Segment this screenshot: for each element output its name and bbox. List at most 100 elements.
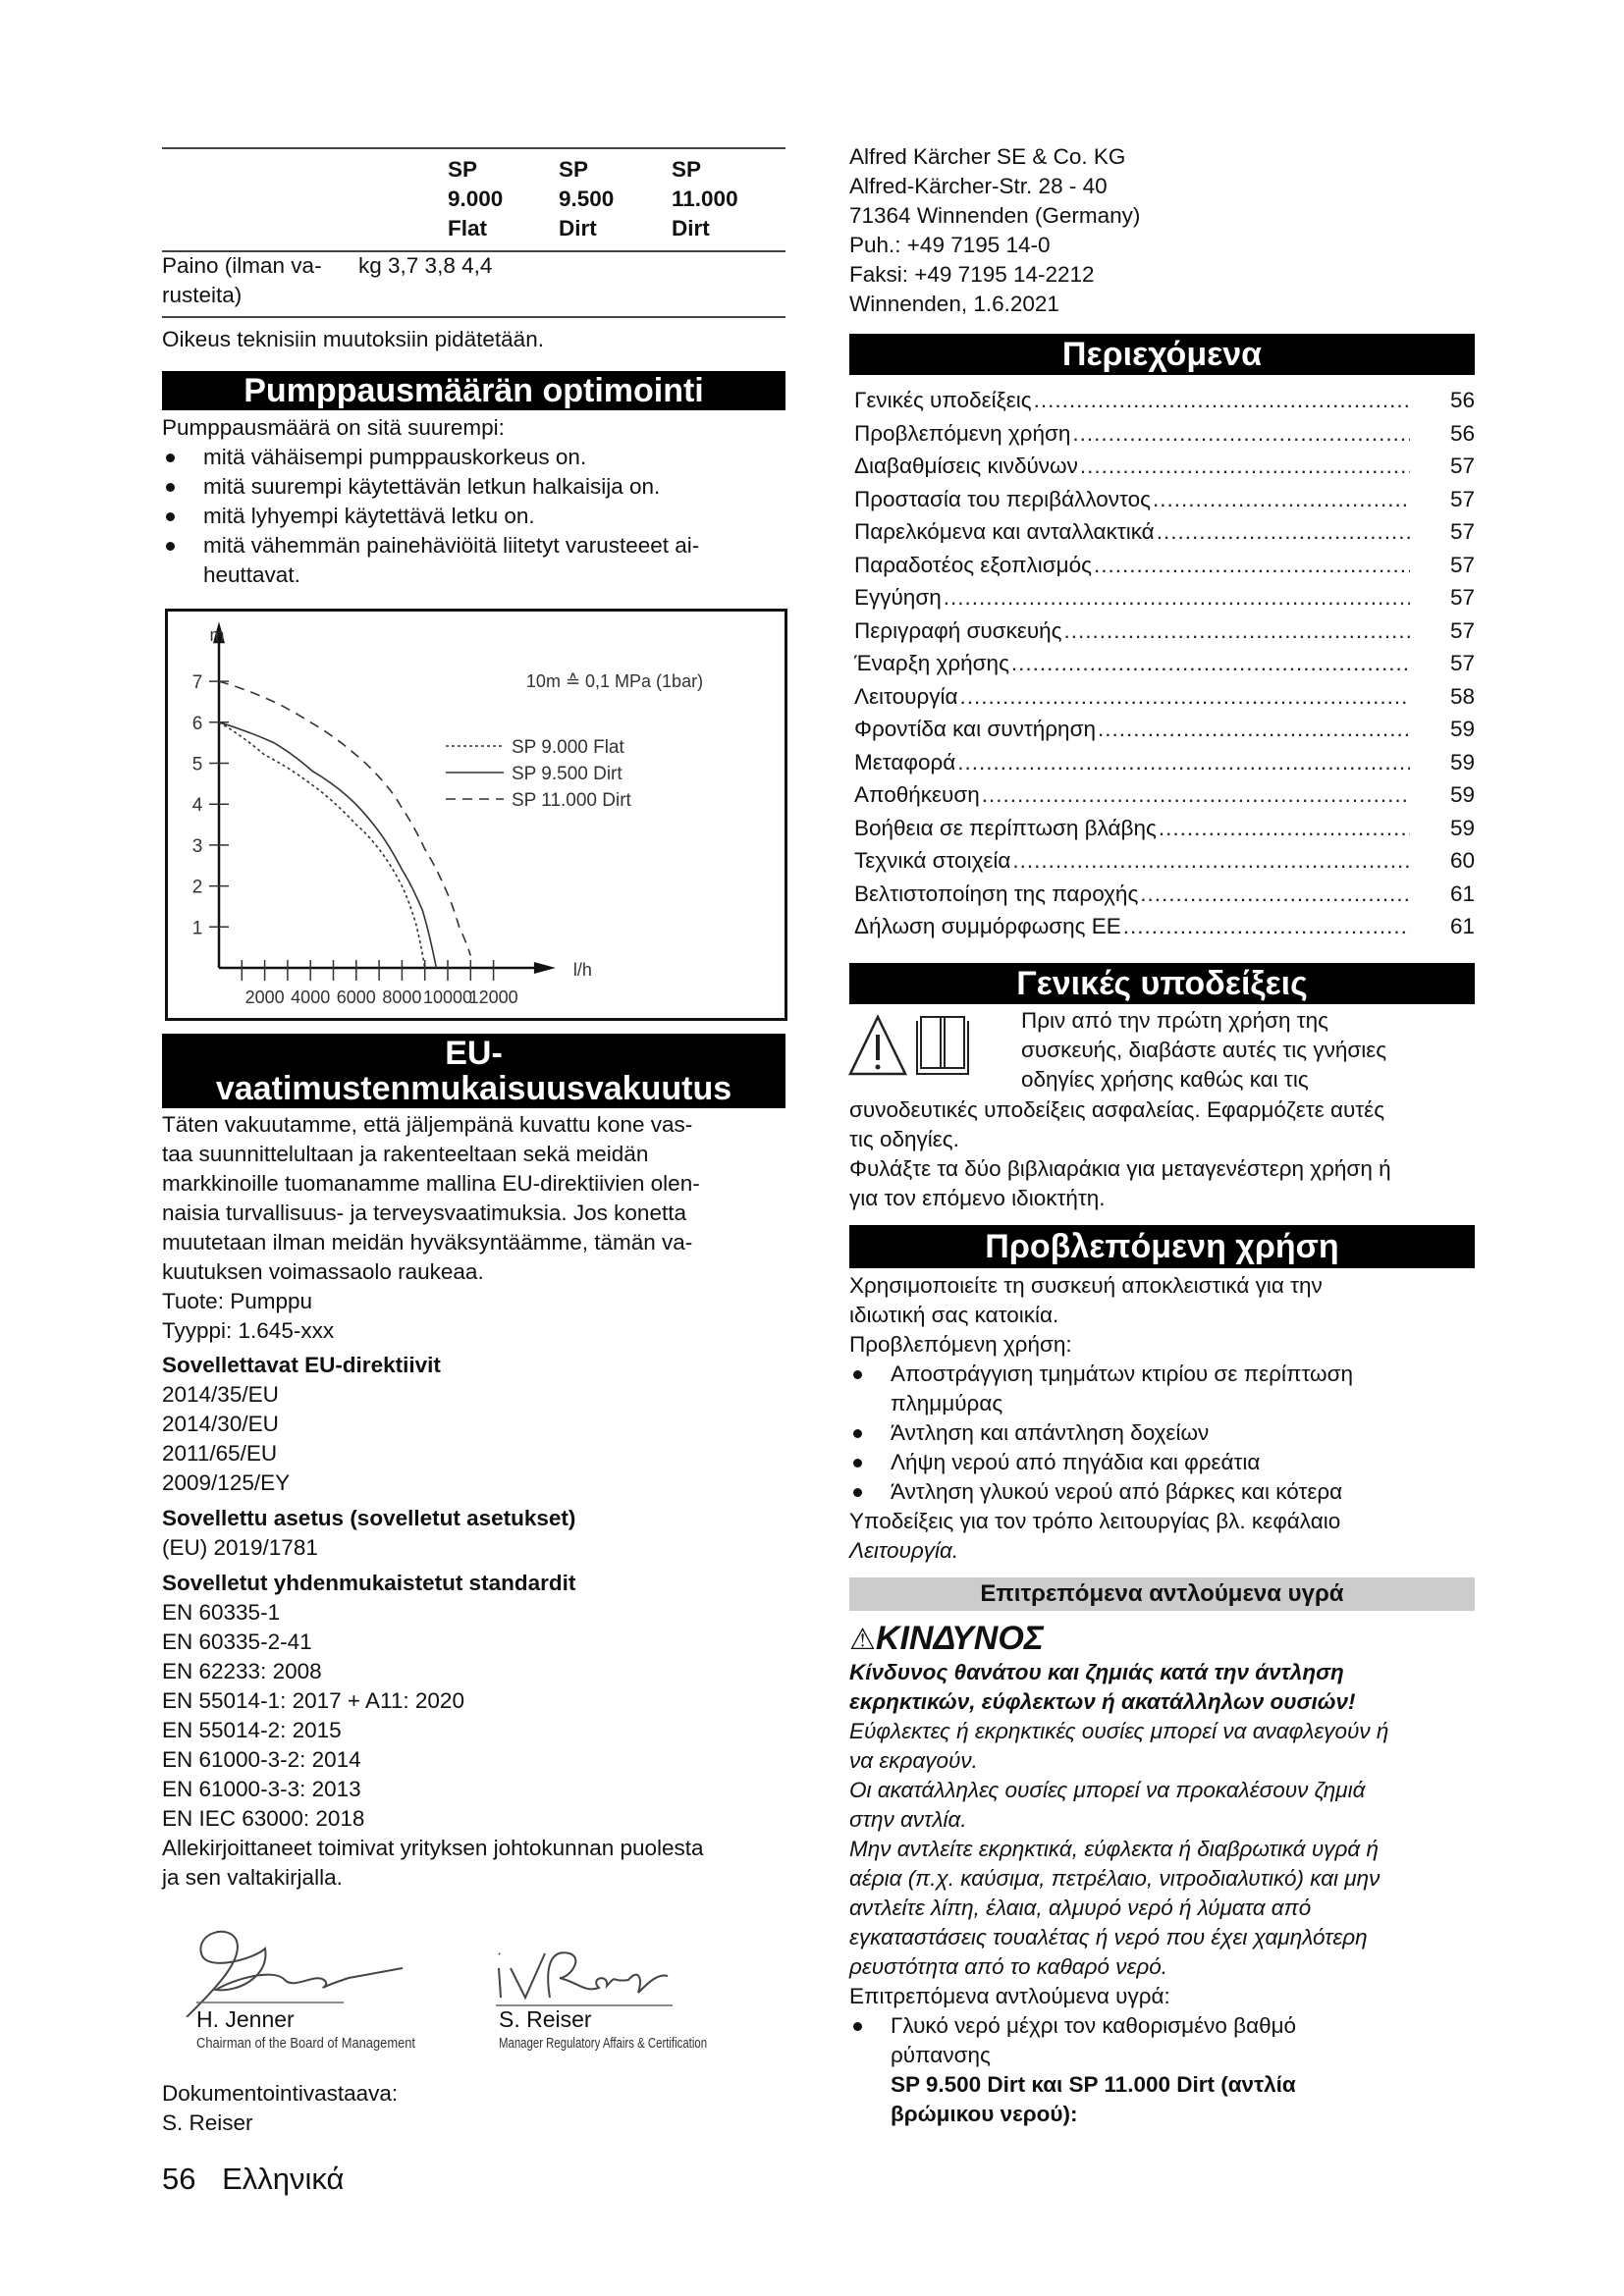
toc-entry-page: 57 [1449, 552, 1475, 577]
toc-entry-label: Προβλεπόμενη χρήση [854, 420, 1071, 446]
toc-entry[interactable]: Λειτουργία..............................… [854, 680, 1475, 714]
body-lines: Täten vakuutamme, että jäljempänä kuvatt… [162, 1110, 790, 1346]
toc-entry[interactable]: Προστασία του περιβάλλοντος.............… [854, 483, 1475, 516]
toc-entry-label: Μεταφορά [854, 749, 956, 774]
table-header-col-3: SP 11.000 Dirt [672, 155, 738, 243]
danger-heading-line: εκρηκτικών, εύφλεκτων ή ακατάλληλων ουσι… [849, 1689, 1356, 1714]
toc-entry[interactable]: Παρελκόμενα και ανταλλακτικά............… [854, 515, 1475, 549]
body-line: Χρησιμοποιείτε τη συσκευή αποκλειστικά γ… [849, 1273, 1323, 1298]
signing-note-line: Allekirjoittaneet toimivat yrityksen joh… [162, 1836, 704, 1860]
y-tick-label: 5 [192, 755, 203, 775]
danger-text-lines: Εύφλεκτες ή εκρηκτικές ουσίες μπορεί να … [849, 1717, 1478, 1982]
directives-heading: Sovellettavat EU-direktiivit [162, 1353, 441, 1377]
list-item: Λήψη νερού από πηγάδια και φρεάτια [849, 1448, 1475, 1477]
signatory-role: Manager Regulatory Affairs & Certificati… [499, 2035, 708, 2052]
signature-reiser [496, 1951, 673, 2006]
body-line: Täten vakuutamme, että jäljempänä kuvatt… [162, 1112, 693, 1137]
signatory-jenner: H. Jenner Chairman of the Board of Manag… [196, 2004, 451, 2054]
x-axis-arrow-icon [533, 962, 556, 974]
toc-entry-page: 57 [1449, 486, 1475, 511]
y-tick-label: 1 [192, 918, 203, 938]
heading-line: EU- [445, 1035, 503, 1072]
toc-dot-leader: ........................................… [1072, 420, 1410, 446]
toc-dot-leader: ........................................… [1156, 519, 1410, 544]
toc-entry[interactable]: Βοήθεια σε περίπτωση βλάβης.............… [854, 812, 1475, 845]
directive: 2009/125/EY [162, 1470, 291, 1495]
table-header-col-2: SP 9.500 Dirt [559, 155, 614, 243]
directive: 2014/35/EU [162, 1382, 279, 1407]
list-item: Άντληση και απάντληση δοχείων [849, 1418, 1475, 1448]
toc-entry[interactable]: Βελτιστοποίηση της παροχής..............… [854, 878, 1475, 911]
doc-responsible-line: Dokumentointivastaava: [162, 2081, 399, 2106]
series-line-3 [218, 680, 472, 956]
toc-entry[interactable]: Διαβαθμίσεις κινδύνων...................… [854, 450, 1475, 483]
section-heading-eu-declaration: EU- vaatimustenmukaisuusvakuutus [162, 1034, 785, 1108]
toc-entry[interactable]: Φροντίδα και συντήρηση..................… [854, 713, 1475, 746]
toc-dot-leader: ........................................… [1094, 552, 1410, 577]
toc-entry[interactable]: Παραδοτέος εξοπλισμός...................… [854, 549, 1475, 582]
intro-line: οδηγίες χρήσης καθώς και τις [1021, 1067, 1309, 1092]
toc-entry[interactable]: Μεταφορά................................… [854, 746, 1475, 779]
toc-entry-label: Γενικές υποδείξεις [854, 388, 1032, 412]
documentation-responsible: Dokumentointivastaava: S. Reiser [162, 2079, 398, 2138]
table-header-rule [162, 250, 785, 252]
danger-text-line: Μην αντλείτε εκρηκτικά, εύφλεκτα ή διαβρ… [849, 1837, 1379, 1861]
x-axis-label: l/h [573, 960, 592, 980]
body-line: ιδιωτική σας κατοικία. [849, 1303, 1059, 1327]
chart-annotation: 10m ≙ 0,1 MPa (1bar) [526, 671, 703, 691]
table-top-rule [162, 147, 785, 149]
toc-entry[interactable]: Γενικές υποδείξεις......................… [854, 384, 1475, 417]
list-item-continuation: ρύπανσης [891, 2043, 991, 2067]
signing-note-lines: Allekirjoittaneet toimivat yrityksen joh… [162, 1834, 790, 1893]
y-tick-label: 7 [192, 672, 203, 693]
doc-responsible-line: S. Reiser [162, 2110, 253, 2135]
toc-entry[interactable]: Έναρξη χρήσης...........................… [854, 647, 1475, 680]
toc-dot-leader: ........................................… [959, 683, 1410, 709]
body-line: συνοδευτικές υποδείξεις ασφαλείας. Εφαρμ… [849, 1097, 1385, 1122]
danger-text-line: εγκαταστάσεις τουαλέτας ή νερό που έχει … [849, 1925, 1368, 1949]
toc-entry-page: 60 [1449, 848, 1475, 873]
body-line: kuutuksen voimassaolo raukeaa. [162, 1259, 484, 1284]
toc-entry[interactable]: Προβλεπόμενη χρήση......................… [854, 417, 1475, 451]
list-item: mitä suurempi käytettävän letkun halkais… [162, 472, 785, 502]
toc-entry-label: Προστασία του περιβάλλοντος [854, 486, 1151, 511]
danger-text-line: ρευστότητα από το καθαρό νερό. [849, 1954, 1168, 1979]
standards-heading: Sovelletut yhdenmukaistetut standardit [162, 1571, 576, 1595]
toc-dot-leader: ........................................… [1158, 815, 1410, 840]
toc-entry[interactable]: Περιγραφή συσκευής......................… [854, 614, 1475, 648]
toc-entry[interactable]: Εγγύηση.................................… [854, 581, 1475, 614]
list-item: mitä lyhyempi käytettävä letku on. [162, 502, 785, 531]
signature-jenner [186, 1930, 404, 2017]
standard: EN 62233: 2008 [162, 1659, 322, 1683]
weight-unit: kg [358, 253, 382, 278]
operation-chapter-link[interactable]: Λειτουργία. [849, 1538, 959, 1563]
manufacturer-address: Alfred Kärcher SE & Co. KG Alfred-Kärcher… [849, 142, 1140, 319]
toc-entry[interactable]: Αποθήκευση..............................… [854, 778, 1475, 812]
danger-text-line: Εύφλεκτες ή εκρηκτικές ουσίες μπορεί να … [849, 1719, 1389, 1743]
table-header-col-1: SP 9.000 Flat [448, 155, 503, 243]
section-heading-general-notes: Γενικές υποδείξεις [849, 963, 1475, 1004]
address-line: Alfred Kärcher SE & Co. KG [849, 144, 1126, 169]
toc-entry-label: Τεχνικά στοιχεία [854, 848, 1011, 873]
address-line: Puh.: +49 7195 14-0 [849, 233, 1051, 257]
toc-dot-leader: ........................................… [1097, 717, 1410, 741]
toc-entry[interactable]: Τεχνικά στοιχεία........................… [854, 844, 1475, 878]
address-line: Alfred-Kärcher-Str. 28 - 40 [849, 174, 1108, 198]
y-tick-label: 2 [192, 878, 203, 898]
body-line: Tyyppi: 1.645-xxx [162, 1318, 335, 1343]
y-axis-arrow-icon [213, 621, 225, 644]
general-notes-intro: Πριν από την πρώτη χρήση της συσκευής, δι… [1021, 1006, 1386, 1095]
toc-dot-leader: ........................................… [1033, 388, 1410, 412]
standards: EN 60335-1 EN 60335-2-41 EN 62233: 2008 EN … [162, 1598, 790, 1834]
x-tick-label: 8000 [382, 988, 421, 1007]
model-note: SP 9.500 Dirt και SP 11.000 Dirt (αντλία [891, 2072, 1296, 2097]
toc-entry[interactable]: Δήλωση συμμόρφωσης ΕΕ...................… [854, 910, 1475, 943]
toc-entry-page: 59 [1449, 815, 1475, 840]
legend-entry: SP 9.500 Dirt [512, 764, 623, 784]
section-heading-intended-use: Προβλεπόμενη χρήση [849, 1225, 1475, 1268]
legend-entry: SP 11.000 Dirt [512, 790, 632, 811]
body-line: Προβλεπόμενη χρήση: [849, 1332, 1072, 1357]
toc-entry-page: 57 [1449, 454, 1475, 478]
address-line: Winnenden, 1.6.2021 [849, 292, 1059, 316]
allowed-intro: Επιτρεπόμενα αντλούμενα υγρά: [849, 1984, 1170, 2008]
